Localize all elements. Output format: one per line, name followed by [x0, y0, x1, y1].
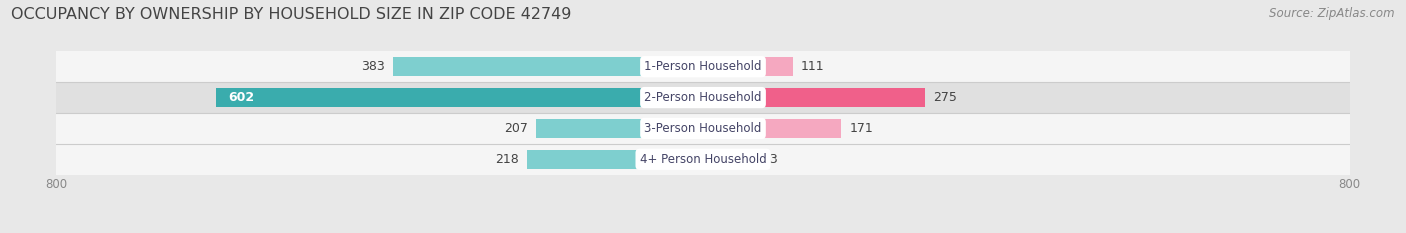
Text: Source: ZipAtlas.com: Source: ZipAtlas.com [1270, 7, 1395, 20]
Bar [56, 144, 1350, 175]
Text: 383: 383 [361, 60, 385, 73]
Text: 2-Person Household: 2-Person Household [644, 91, 762, 104]
Bar [536, 119, 703, 138]
Text: 218: 218 [495, 153, 519, 166]
Bar [703, 88, 925, 107]
Text: 602: 602 [228, 91, 254, 104]
Bar [703, 57, 793, 76]
Text: 4+ Person Household: 4+ Person Household [640, 153, 766, 166]
Bar [394, 57, 703, 76]
Text: 171: 171 [849, 122, 873, 135]
Text: 63: 63 [762, 153, 778, 166]
Bar [217, 88, 703, 107]
Text: 1-Person Household: 1-Person Household [644, 60, 762, 73]
Bar [703, 119, 841, 138]
Text: 275: 275 [934, 91, 957, 104]
Bar [56, 82, 1350, 113]
Bar [56, 51, 1350, 82]
Text: OCCUPANCY BY OWNERSHIP BY HOUSEHOLD SIZE IN ZIP CODE 42749: OCCUPANCY BY OWNERSHIP BY HOUSEHOLD SIZE… [11, 7, 572, 22]
Text: 111: 111 [801, 60, 824, 73]
Bar [56, 113, 1350, 144]
Bar [703, 150, 754, 169]
Text: 3-Person Household: 3-Person Household [644, 122, 762, 135]
Bar [527, 150, 703, 169]
Text: 207: 207 [503, 122, 527, 135]
